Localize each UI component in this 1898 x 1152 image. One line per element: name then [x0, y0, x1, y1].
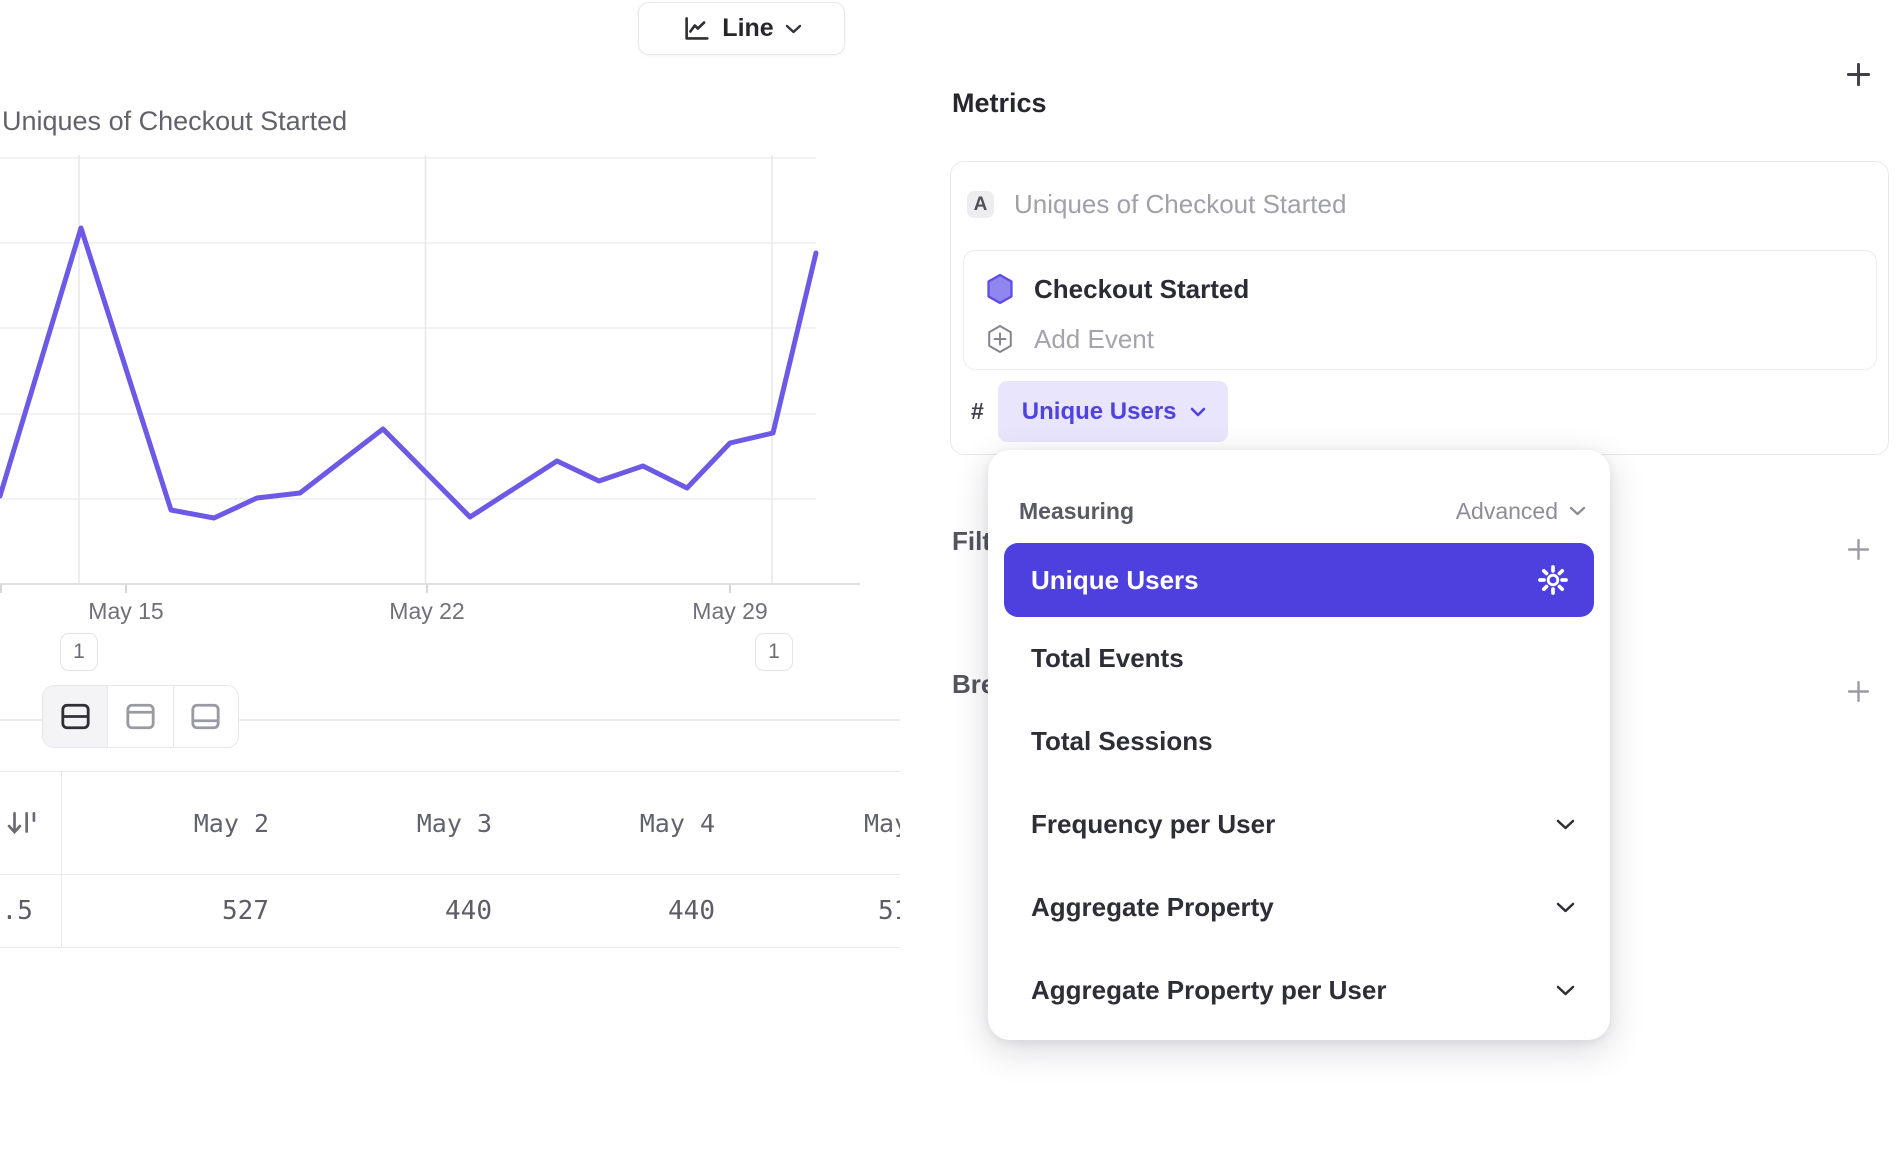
chart-type-button[interactable]: Line [638, 2, 845, 55]
table-cell: 440 [668, 896, 715, 926]
series-line [0, 225, 819, 521]
layout-panel-bottom-button[interactable] [172, 686, 238, 747]
report-canvas: Line Uniques of Checkout Started [0, 0, 900, 1152]
menu-item-aggregate-property[interactable]: Aggregate Property [988, 866, 1610, 949]
menu-item-label: Total Events [1031, 643, 1184, 673]
menu-item-label: Aggregate Property per User [1031, 975, 1387, 1005]
table-column-header[interactable]: May 2 [193, 808, 269, 838]
menu-item-frequency-per-user[interactable]: Frequency per User [988, 783, 1610, 866]
x-axis-label: May 29 [692, 598, 768, 624]
count-symbol: # [971, 398, 984, 424]
menu-item-total-events[interactable]: Total Events [988, 617, 1610, 700]
menu-item-aggregate-property-per-user[interactable]: Aggregate Property per User [988, 949, 1610, 1032]
vertical-gridlines [78, 155, 773, 584]
row-label: 0.5 [0, 896, 33, 926]
table-column-header[interactable]: May [864, 808, 900, 838]
dropdown-header: Measuring Advanced [1019, 496, 1586, 526]
chevron-down-icon [1556, 985, 1575, 996]
measuring-label: Measuring [1019, 497, 1135, 524]
x-axis-ticks [0, 584, 731, 593]
metric-card-title: Uniques of Checkout Started [1014, 189, 1347, 219]
chevron-down-icon [1190, 407, 1206, 417]
series-letter-badge: A [967, 191, 994, 218]
measurement-row: # Unique Users [971, 381, 1228, 442]
plus-icon [1847, 538, 1869, 560]
layout-split-horizontal-button[interactable] [43, 686, 108, 747]
menu-item-label: Total Sessions [1031, 726, 1213, 756]
advanced-label: Advanced [1455, 497, 1558, 524]
panel-top-icon [126, 703, 155, 730]
add-filter-button[interactable] [1844, 535, 1872, 563]
menu-item-total-sessions[interactable]: Total Sessions [988, 700, 1610, 783]
chart-type-label: Line [722, 14, 774, 42]
plus-icon [1846, 62, 1870, 86]
menu-item-label: Frequency per User [1031, 809, 1276, 839]
line-chart-icon [681, 14, 711, 44]
add-event-row[interactable]: Add Event [974, 317, 1866, 361]
query-builder-panel: Metrics A Uniques of Checkout Started Ch… [900, 0, 1898, 1152]
chevron-down-icon [785, 24, 802, 34]
selected-item-label: Unique Users [1031, 564, 1199, 595]
menu-item-unique-users-selected[interactable]: Unique Users [1004, 543, 1594, 617]
add-breakdown-button[interactable] [1844, 677, 1872, 705]
layout-toggle-group [42, 685, 239, 748]
event-box: Checkout Started Add Event [963, 250, 1877, 370]
section-divider [0, 719, 900, 721]
event-hexagon-icon [986, 273, 1014, 305]
trend-line-chart [0, 155, 860, 593]
metrics-section-heading: Metrics [952, 88, 1047, 118]
table-cell: 527 [222, 896, 269, 926]
panel-bottom-icon [191, 703, 220, 730]
table-column-header[interactable]: May 4 [639, 808, 715, 838]
sort-header-cell[interactable] [0, 772, 62, 874]
plus-icon [1847, 680, 1869, 702]
chart-title: Uniques of Checkout Started [2, 106, 348, 136]
event-row[interactable]: Checkout Started [974, 265, 1866, 313]
table-row[interactable]: 0.5 527 440 440 51 [0, 875, 900, 948]
table-column-header[interactable]: May 3 [416, 808, 492, 838]
results-table: May 2 May 3 May 4 May 0.5 527 440 440 51 [0, 771, 900, 949]
add-event-label: Add Event [1034, 323, 1154, 354]
chevron-down-icon [1569, 506, 1586, 516]
add-metric-button[interactable] [1844, 60, 1872, 88]
measurement-chip-label: Unique Users [1021, 397, 1177, 425]
table-cell: 51 [878, 896, 900, 926]
horizontal-gridlines [0, 157, 816, 500]
measuring-dropdown-menu: Measuring Advanced Unique Users [988, 450, 1610, 1040]
measurement-dropdown-trigger[interactable]: Unique Users [997, 381, 1228, 442]
metric-card-header[interactable]: A Uniques of Checkout Started [967, 189, 1346, 220]
menu-item-label: Aggregate Property [1031, 892, 1274, 922]
table-cell: 440 [445, 896, 492, 926]
table-header-row: May 2 May 3 May 4 May [0, 772, 900, 875]
annotation-badge-left[interactable]: 1 [60, 633, 98, 671]
add-event-hexagon-plus-icon [986, 324, 1014, 354]
split-horizontal-icon [61, 703, 90, 730]
chevron-down-icon [1556, 819, 1575, 830]
layout-panel-top-button[interactable] [107, 686, 173, 747]
annotation-badge-right[interactable]: 1 [755, 633, 793, 671]
chevron-down-icon [1556, 902, 1575, 913]
gear-icon[interactable] [1536, 563, 1570, 597]
advanced-toggle[interactable]: Advanced [1456, 498, 1586, 525]
x-axis-label: May 22 [389, 598, 465, 624]
metric-card: A Uniques of Checkout Started Checkout S… [950, 161, 1889, 455]
sort-descending-icon [7, 811, 36, 835]
x-axis-label: May 15 [88, 598, 164, 624]
dropdown-item-list: Total Events Total Sessions Frequency pe… [988, 617, 1610, 1032]
row-label-cell: 0.5 [0, 875, 62, 947]
event-name: Checkout Started [1034, 273, 1250, 304]
